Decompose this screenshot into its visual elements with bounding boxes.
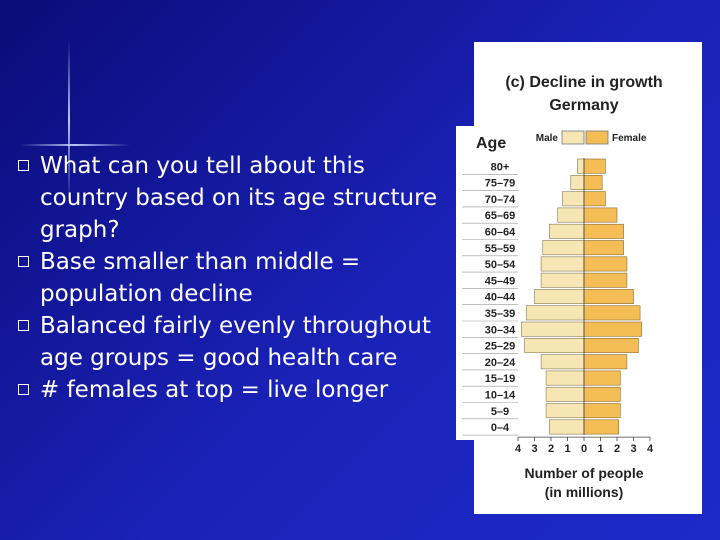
female-bar — [583, 321, 643, 337]
x-tick-label: 4 — [647, 443, 654, 455]
male-bar — [524, 337, 585, 353]
age-axis-label: Age — [476, 135, 506, 152]
bars-group — [521, 158, 643, 436]
legend-female-label: Female — [612, 133, 647, 144]
female-bar — [583, 386, 621, 402]
female-bar — [583, 337, 639, 353]
checkbox-bullet-icon — [18, 256, 29, 267]
glare-vertical — [68, 40, 70, 200]
age-group-label: 10–14 — [485, 390, 516, 402]
bullet-text: Balanced fairly evenly throughout age gr… — [40, 313, 431, 371]
male-bar — [542, 240, 585, 256]
bullet-item: Base smaller than middle = population de… — [18, 246, 438, 310]
legend-male-label: Male — [536, 133, 559, 144]
male-bar — [521, 321, 585, 337]
age-group-label: 55–59 — [485, 243, 516, 255]
female-bar — [583, 256, 628, 272]
chart-subtitle: Germany — [549, 97, 618, 114]
age-group-label: 45–49 — [485, 275, 516, 287]
chart-title: (c) Decline in growth — [505, 74, 662, 91]
legend-female-swatch — [585, 130, 609, 145]
age-group-label: 50–54 — [485, 259, 516, 271]
age-group-label: 80+ — [491, 161, 510, 173]
checkbox-bullet-icon — [18, 160, 29, 171]
female-bar — [583, 158, 606, 174]
x-tick-label: 2 — [548, 443, 554, 455]
bullet-item: What can you tell about this country bas… — [18, 150, 438, 246]
male-bar — [549, 223, 585, 239]
female-bar — [583, 207, 618, 223]
age-group-label: 75–79 — [485, 178, 516, 190]
population-pyramid-figure: (c) Decline in growth Germany Age Male F… — [456, 42, 702, 514]
age-rows: 80+ 75–79 70–74 65–69 60–64 55–59 50–54 45–49 40… — [462, 161, 518, 436]
bullet-text: Base smaller than middle = population de… — [40, 249, 361, 307]
female-bar — [583, 354, 628, 370]
x-tick-label: 0 — [581, 443, 587, 455]
x-tick-label: 2 — [614, 443, 620, 455]
female-bar — [583, 403, 621, 419]
population-pyramid-chart: (c) Decline in growth Germany Age Male F… — [456, 42, 702, 514]
checkbox-bullet-icon — [18, 384, 29, 395]
male-bar — [540, 272, 585, 288]
age-group-label: 5–9 — [491, 406, 509, 418]
x-tick-label: 3 — [531, 443, 537, 455]
female-bar — [583, 370, 621, 386]
age-group-label: 15–19 — [485, 373, 516, 385]
age-group-label: 0–4 — [491, 422, 510, 434]
age-group-label: 20–24 — [485, 357, 516, 369]
x-axis-units: (in millions) — [545, 484, 624, 500]
bullet-text: # females at top = live longer — [40, 377, 389, 403]
female-bar — [583, 240, 624, 256]
female-bar — [583, 191, 606, 207]
bullet-text: What can you tell about this country bas… — [40, 153, 438, 243]
age-group-label: 60–64 — [485, 227, 516, 239]
glare-horizontal — [20, 144, 130, 146]
x-tick-label: 4 — [515, 443, 522, 455]
male-bar — [540, 354, 585, 370]
female-bar — [583, 419, 619, 435]
male-bar — [525, 305, 585, 321]
x-tick-label: 1 — [564, 443, 570, 455]
age-group-label: 70–74 — [485, 194, 516, 206]
x-axis-label: Number of people — [524, 465, 643, 481]
male-bar — [540, 256, 585, 272]
female-bar — [583, 223, 624, 239]
x-tick-label: 3 — [630, 443, 636, 455]
bullet-item: Balanced fairly evenly throughout age gr… — [18, 310, 438, 374]
age-group-label: 40–44 — [485, 292, 516, 304]
age-group-label: 65–69 — [485, 210, 516, 222]
male-bar — [534, 289, 585, 304]
male-bar — [570, 175, 585, 190]
bullet-list: What can you tell about this country bas… — [18, 150, 438, 406]
male-bar — [545, 370, 585, 386]
male-bar — [545, 403, 585, 419]
male-bar — [545, 386, 585, 402]
female-bar — [583, 289, 634, 304]
x-tick-label: 1 — [597, 443, 603, 455]
female-bar — [583, 305, 641, 321]
age-group-label: 30–34 — [485, 324, 516, 336]
age-group-label: 25–29 — [485, 341, 516, 353]
male-bar — [577, 158, 585, 174]
bullet-item: # females at top = live longer — [18, 374, 438, 406]
female-bar — [583, 175, 603, 190]
female-bar — [583, 272, 628, 288]
male-bar — [549, 419, 585, 435]
male-bar — [562, 191, 585, 207]
age-panel-background — [456, 126, 518, 440]
male-bar — [557, 207, 585, 223]
legend-male-swatch — [561, 130, 585, 145]
checkbox-bullet-icon — [18, 320, 29, 331]
age-group-label: 35–39 — [485, 308, 516, 320]
